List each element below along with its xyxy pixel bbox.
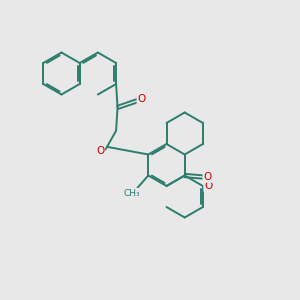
Text: O: O [137,94,146,104]
Text: CH₃: CH₃ [123,189,140,198]
Text: O: O [203,172,211,182]
Text: O: O [96,146,104,156]
Text: O: O [204,181,212,191]
